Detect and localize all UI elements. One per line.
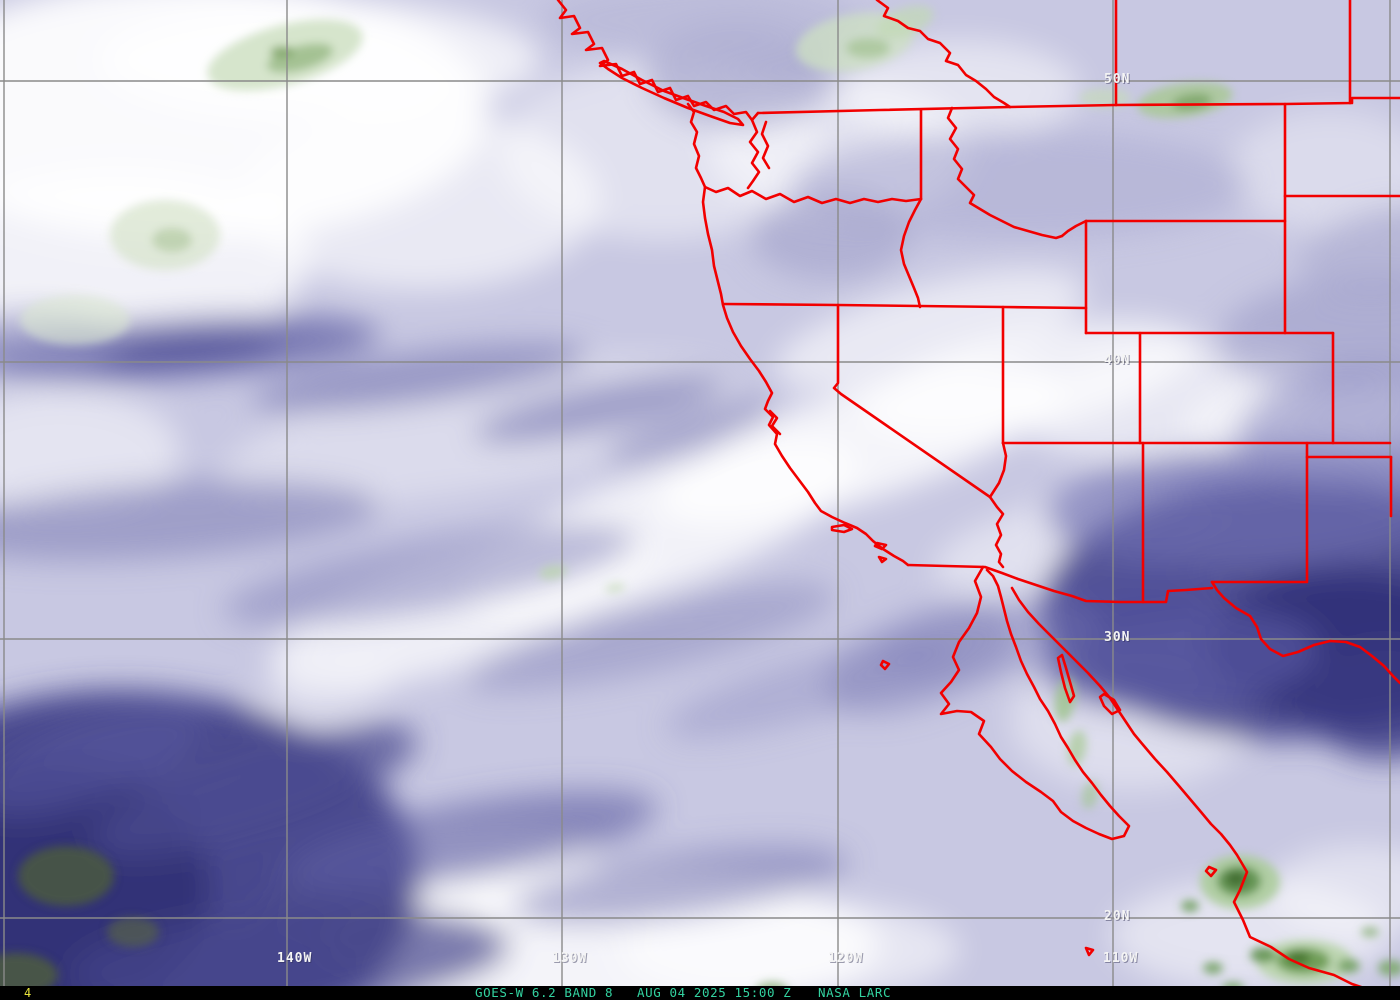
- puget-sound-inlet: [760, 120, 771, 170]
- isla-isabel: [1204, 865, 1218, 878]
- colorado-river-border-south: [988, 495, 1005, 569]
- map-boundaries-layer: [556, 0, 1400, 986]
- puget-sound-coast: [746, 118, 761, 190]
- caption-bar: 4 GOES-W 6.2 BAND 8 AUG 04 2025 15:00 Z …: [0, 986, 1400, 1000]
- san-clemente-island: [877, 555, 888, 564]
- us-mexico-border: [906, 563, 1214, 604]
- rio-grande-border: [1210, 580, 1400, 685]
- bc-alberta-border: [875, 0, 1012, 109]
- newmexico-texas-border: [1210, 441, 1309, 584]
- credit-label: NASA LARC: [818, 985, 892, 1000]
- angel-de-la-guarda-island: [1056, 653, 1076, 704]
- pacific-coastline: [686, 102, 910, 567]
- catalina-island: [873, 541, 888, 551]
- us-canada-border: [756, 96, 1400, 115]
- oregon-idaho-border: [899, 197, 923, 309]
- vancouver-island: [598, 59, 745, 127]
- baja-california-outline: [939, 565, 1131, 841]
- guadalupe-island: [879, 659, 891, 671]
- tiburon-island: [1098, 692, 1122, 716]
- satellite-band-label: GOES-W 6.2 BAND 8: [475, 985, 614, 1000]
- sonora-mexico-coastline: [1010, 586, 1363, 986]
- idaho-montana-border: [946, 106, 1064, 240]
- san-francisco-bay: [768, 409, 782, 436]
- frame-counter: 4: [24, 986, 32, 1000]
- channel-islands-north: [830, 523, 854, 534]
- 42n-state-line: [721, 302, 1088, 310]
- colorado-river-border-north: [988, 441, 1008, 499]
- columbia-river-border: [703, 185, 923, 205]
- timestamp-label: AUG 04 2025 15:00 Z: [637, 985, 792, 1000]
- california-nevada-border: [832, 303, 992, 499]
- yellowstone-corner: [1060, 219, 1088, 238]
- socorro-island: [1084, 946, 1095, 957]
